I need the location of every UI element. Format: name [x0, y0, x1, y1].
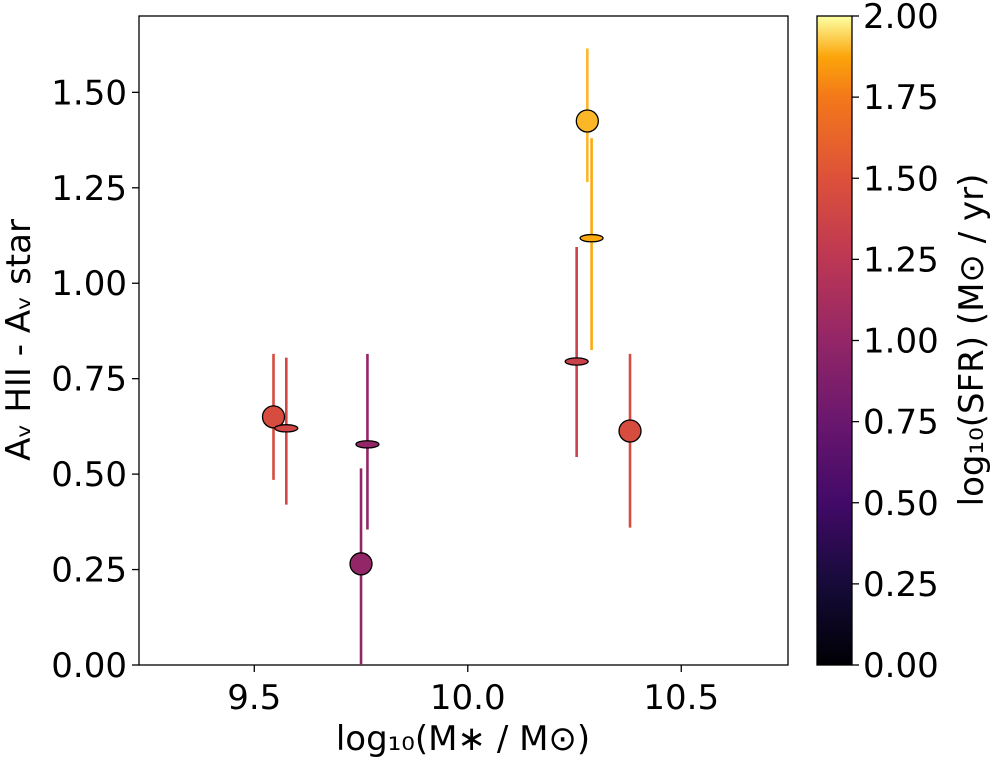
colorbar-tick-label: 0.75	[863, 403, 939, 443]
data-point-ellipse	[564, 357, 589, 366]
colorbar-tick-label: 2.00	[863, 0, 939, 37]
y-axis-title: Aᵥ HII - Aᵥ star	[0, 219, 39, 461]
x-tick-label: 10.0	[430, 678, 506, 718]
colorbar-tick-label: 1.25	[863, 240, 939, 280]
data-point-ellipse	[355, 440, 380, 449]
y-tick-label: 1.25	[51, 169, 127, 209]
data-point-ellipse	[274, 424, 299, 433]
y-tick-label: 0.00	[51, 646, 127, 686]
data-point-circle	[575, 109, 599, 133]
y-tick-label: 0.50	[51, 455, 127, 495]
colorbar-gradient	[816, 15, 853, 666]
colorbar-tick-label: 0.25	[863, 565, 939, 605]
colorbar: 0.00 0.25 0.50 0.75 1.00 1.25 1.50 1.75 2.00	[816, 0, 939, 686]
plot-area: 9.5 10.0 10.5 0.00 0.25 0.50 0.75 1.00 1.25 1.50	[51, 15, 789, 718]
y-tick-label: 0.25	[51, 551, 127, 591]
y-tick-label: 0.75	[51, 360, 127, 400]
y-tick-label: 1.00	[51, 264, 127, 304]
x-tick-label: 10.5	[643, 678, 719, 718]
colorbar-tick-label: 0.00	[863, 646, 939, 686]
colorbar-tick-label: 1.50	[863, 159, 939, 199]
y-tick-label: 1.50	[51, 73, 127, 113]
data-point-ellipse	[579, 233, 604, 243]
colorbar-tick-label: 1.75	[863, 78, 939, 118]
colorbar-tick-label: 1.00	[863, 322, 939, 362]
colorbar-tick-label: 0.50	[863, 484, 939, 524]
data-point-circle	[349, 552, 373, 576]
x-tick-label: 9.5	[227, 678, 281, 718]
data-point-circle	[618, 419, 642, 443]
plot-frame	[138, 15, 789, 666]
data-point-circle	[261, 405, 286, 429]
colorbar-title: log₁₀(SFR) (M⊙ / yr)	[952, 174, 992, 507]
x-axis-title: log₁₀(M∗ / M⊙)	[336, 719, 590, 759]
